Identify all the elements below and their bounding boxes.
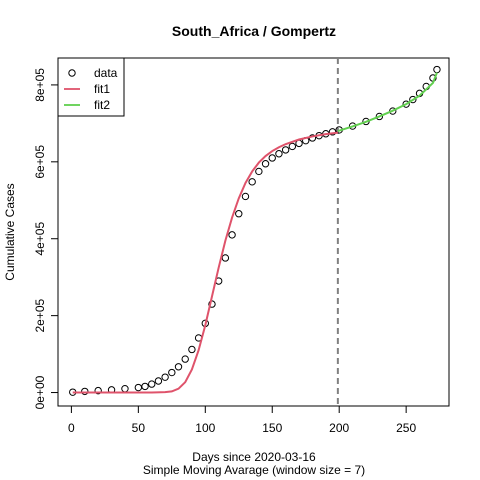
y-tick-label: 8e+05 [33, 68, 47, 102]
data-point [188, 345, 196, 354]
y-tick-label: 2e+05 [33, 298, 47, 332]
data-point [255, 167, 263, 176]
data-point [141, 382, 149, 391]
series-group [69, 65, 441, 396]
legend: data fit1 fit2 [57, 57, 125, 117]
data-point [235, 210, 243, 218]
data-point [261, 160, 270, 168]
data-point [168, 368, 176, 377]
data-point [221, 254, 230, 262]
y-axis: 0e+00 2e+05 4e+05 6e+05 8e+05 [33, 68, 59, 409]
data-point [402, 100, 410, 108]
y-axis-label: Cumulative Cases [3, 183, 17, 280]
y-tick-label: 4e+05 [33, 222, 47, 256]
data-point [248, 178, 256, 186]
x-axis-subtitle: Simple Moving Avarage (window size = 7) [143, 463, 365, 477]
y-tick-label: 6e+05 [33, 145, 47, 179]
chart-title: South_Africa / Gompertz [172, 23, 336, 39]
data-point [81, 387, 89, 396]
data-point [281, 146, 290, 154]
x-axis-label: Days since 2020-03-16 [192, 450, 316, 464]
data-point [181, 355, 189, 363]
legend-data-label: data [94, 66, 118, 80]
series-fit1-line [72, 131, 338, 394]
x-tick-label: 150 [262, 421, 282, 435]
data-point [268, 154, 276, 162]
data-point [288, 142, 297, 151]
x-tick-label: 250 [396, 421, 416, 435]
y-tick-label: 0e+00 [33, 375, 47, 409]
data-point [154, 377, 163, 385]
data-point [174, 363, 183, 371]
data-point [328, 128, 337, 136]
data-point [275, 150, 283, 158]
legend-data-symbol [68, 69, 76, 77]
legend-fit1-label: fit1 [94, 82, 110, 96]
data-point [94, 386, 102, 395]
data-point [375, 112, 384, 121]
data-point [148, 380, 156, 388]
legend-box [57, 57, 125, 117]
x-tick-label: 200 [329, 421, 349, 435]
data-point [161, 373, 169, 381]
legend-fit2-label: fit2 [94, 98, 110, 112]
plot-area: 0 50 100 150 200 250 0e+00 2e+05 4e+05 6e+05 8e+0… [33, 57, 450, 435]
series-fit2-line [337, 72, 438, 133]
x-tick-label: 100 [195, 421, 215, 435]
data-point [241, 192, 250, 201]
x-axis: 0 50 100 150 200 250 [68, 405, 416, 435]
x-tick-label: 0 [68, 421, 75, 435]
x-tick-label: 50 [132, 421, 146, 435]
data-point [409, 95, 417, 104]
data-point [208, 300, 216, 308]
data-point [228, 231, 236, 239]
